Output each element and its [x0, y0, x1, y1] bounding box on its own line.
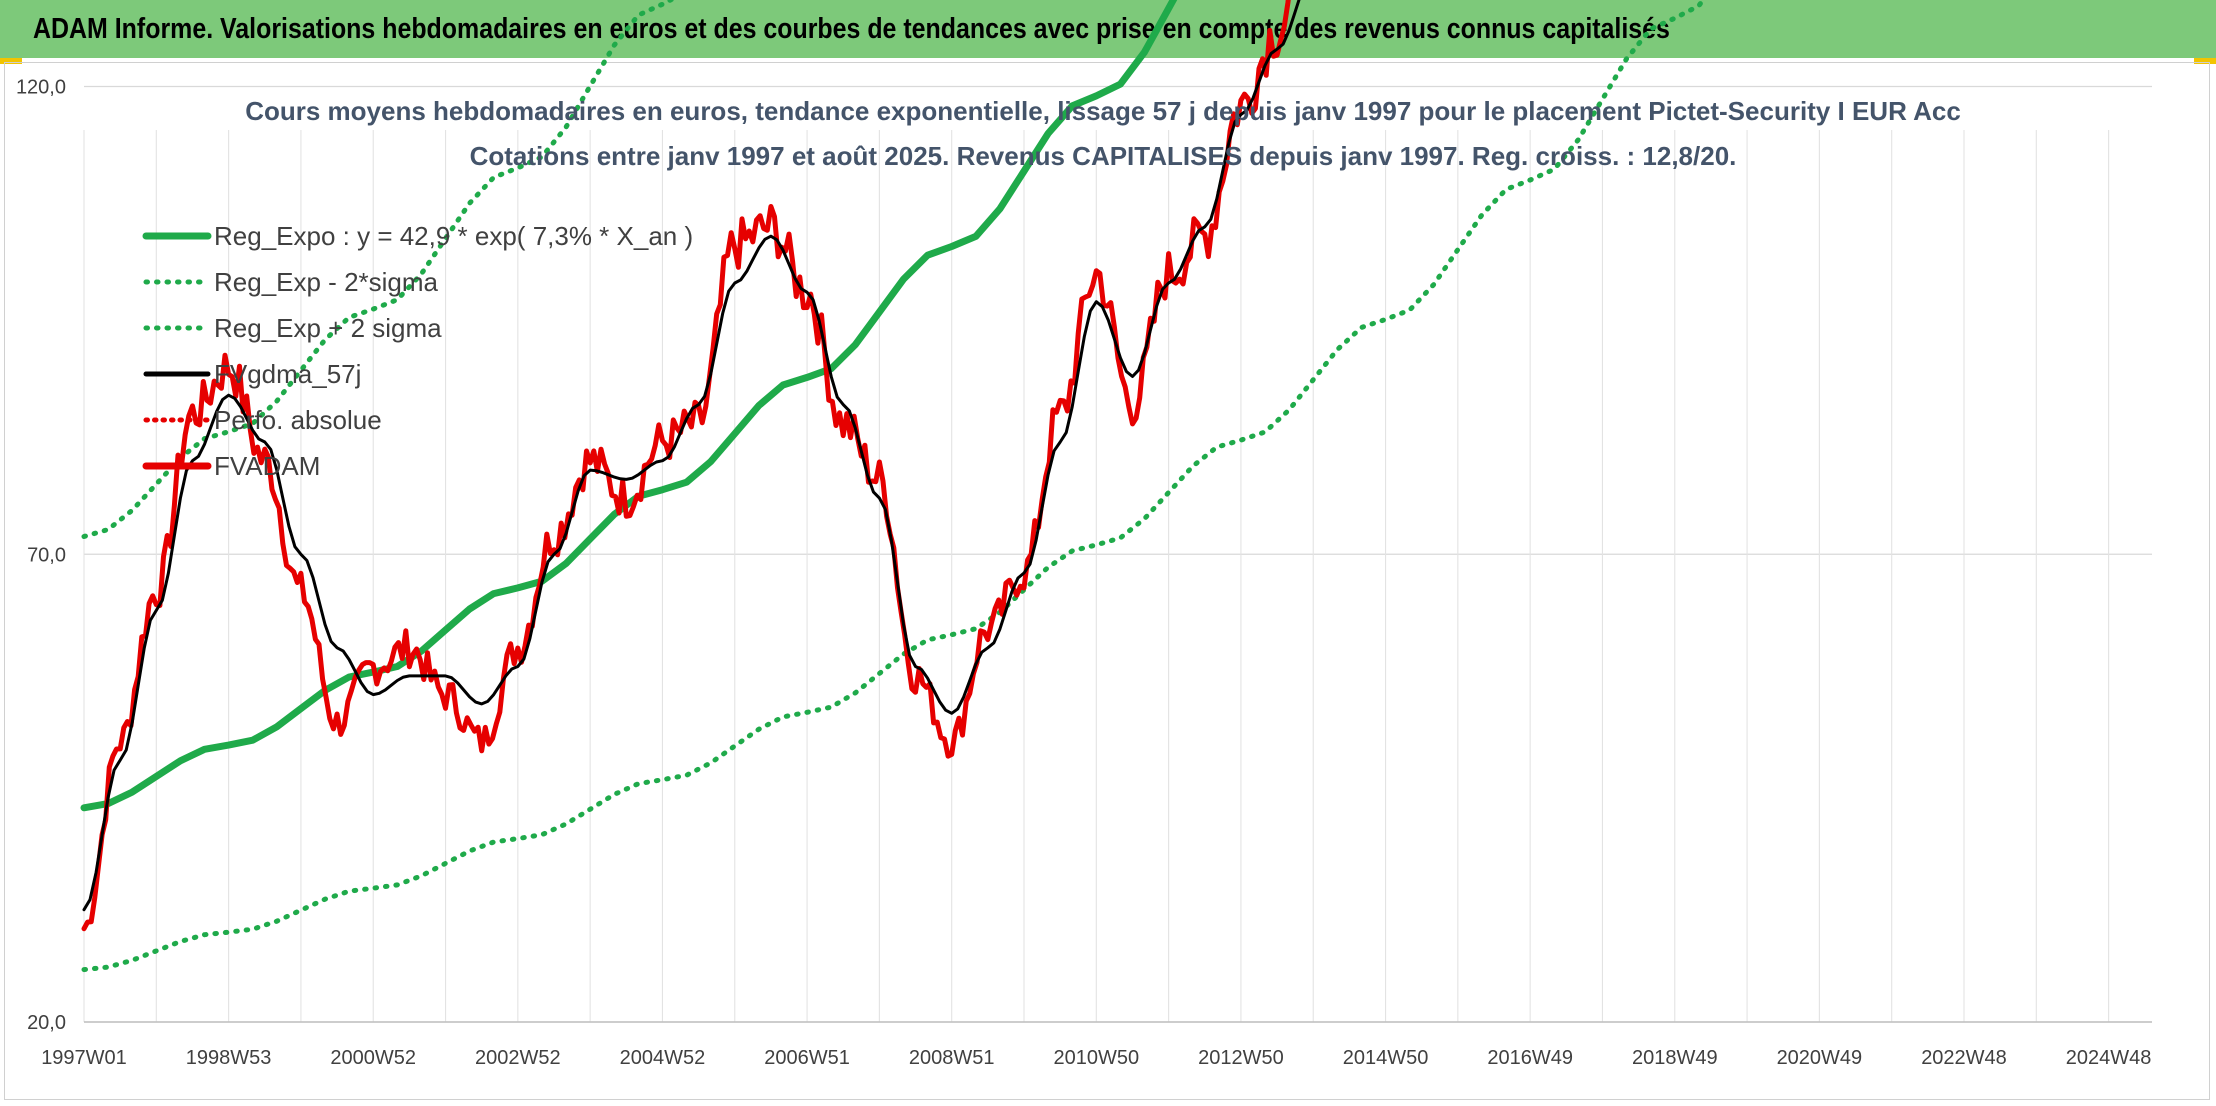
report-title: ADAM Informe. Valorisations hebdomadaire… [33, 13, 1670, 45]
series-reg-expo [80, 0, 1178, 812]
corner-accent-right [2194, 58, 2216, 64]
x-tick-label: 2010W50 [1053, 1047, 1139, 1069]
chart-series-layer [80, 0, 1706, 973]
chart-legend: Reg_Expo : y = 42,9 * exp( 7,3% * X_an )… [142, 221, 693, 481]
x-tick-label: 2018W49 [1632, 1047, 1718, 1069]
series-fvgdma-57j [82, 0, 1301, 912]
x-tick-label: 2002W52 [475, 1047, 561, 1069]
legend-label: Perfo. absolue [214, 405, 382, 435]
x-tick-label: 2016W49 [1487, 1047, 1573, 1069]
x-tick-label: 1997W01 [41, 1047, 127, 1069]
x-tick-label: 2012W50 [1198, 1047, 1284, 1069]
legend-label: Reg_Exp - 2*sigma [214, 267, 439, 297]
x-tick-label: 2014W50 [1343, 1047, 1429, 1069]
chart-frame [4, 62, 2210, 1100]
x-tick-label: 2020W49 [1777, 1047, 1863, 1069]
legend-label: FVADAM [214, 451, 320, 481]
x-tick-label: 1998W53 [186, 1047, 272, 1069]
chart-title: Cours moyens hebdomadaires en euros, ten… [245, 96, 1961, 126]
y-tick-label: 20,0 [27, 1012, 66, 1034]
series-fvadam [81, 0, 1291, 932]
header-band [0, 0, 2216, 58]
y-tick-label: 120,0 [16, 77, 66, 99]
legend-label: Reg_Exp + 2 sigma [214, 313, 442, 343]
x-tick-label: 2024W48 [2066, 1047, 2152, 1069]
x-tick-label: 2006W51 [764, 1047, 850, 1069]
x-tick-label: 2004W52 [620, 1047, 706, 1069]
corner-accent-left [0, 58, 22, 64]
x-tick-label: 2008W51 [909, 1047, 995, 1069]
legend-label: FVgdma_57j [214, 359, 361, 389]
y-axis: 20,070,0120,0170,0220,0270,0320,0370,042… [16, 77, 66, 1035]
series-reg-plus-2sigma [81, 0, 676, 539]
chart-subtitle: Cotations entre janv 1997 et août 2025. … [470, 141, 1737, 171]
y-tick-label: 70,0 [27, 544, 66, 566]
x-axis: 1997W01 1998W53 2000W52 2002W52 2004W52 2006W… [41, 1047, 2151, 1069]
legend-label: Reg_Expo : y = 42,9 * exp( 7,3% * X_an ) [214, 221, 693, 251]
x-tick-label: 2000W52 [330, 1047, 416, 1069]
x-tick-label: 2022W48 [1921, 1047, 2007, 1069]
